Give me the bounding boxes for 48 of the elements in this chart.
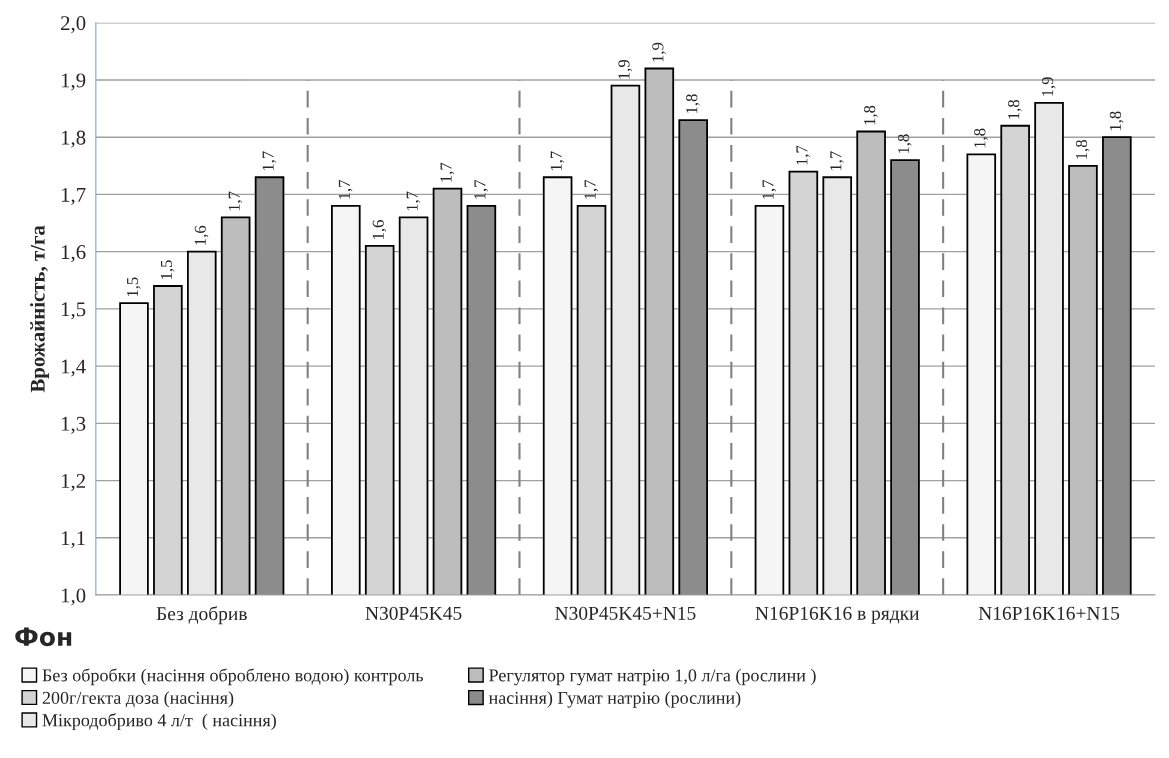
legend-label: Без обробки (насіння оброблено водою) контроль [42,668,424,686]
y-tick-label: 1,7 [61,187,86,205]
y-tick-label: 1,2 [61,474,85,491]
data-label: 1,8 [686,94,700,114]
data-label: 1,8 [864,105,878,125]
x-axis-title: Фон [15,627,72,647]
legend-label: 200г/гекта доза (насіння) [42,691,234,708]
data-label: 1,8 [974,128,988,148]
data-label: 1,5 [160,260,175,279]
data-label: 1,7 [474,179,488,199]
data-label: 1,6 [372,220,387,239]
data-label: 1,7 [406,191,421,211]
x-tick-label: N30P45K45 [365,606,462,620]
x-tick-label: N16P16K16 в рядки [755,606,920,624]
data-label: 1,9 [1042,77,1056,96]
y-tick-label: 1,8 [61,130,86,148]
y-tick-label: 1,5 [61,302,86,320]
y-axis-title: Врожайність, т/га [30,225,49,393]
y-tick-label: 1,1 [61,531,85,549]
data-label: 1,9 [652,42,666,62]
data-label: 1,7 [440,162,455,182]
x-tick-label: Без добрив [156,606,247,625]
data-label: 1,7 [762,179,777,199]
x-tick-label: N16P16K16+N15 [978,606,1120,620]
data-label: 1,5 [126,277,141,297]
data-label: 1,7 [830,151,844,171]
legend-label: Мікродобриво 4 л/т ( насіння) [42,713,276,731]
y-tick-label: 1,9 [61,73,86,91]
data-label: 1,7 [550,151,565,171]
data-label: 1,8 [1109,111,1124,131]
data-label: 1,7 [338,179,353,199]
data-label: 1,6 [194,225,209,245]
data-label: 1,7 [228,191,243,211]
y-tick-label: 1,3 [61,416,86,434]
x-tick-label: N30P45K45+N15 [555,606,696,620]
data-label: 1,8 [1008,100,1022,119]
data-label: 1,7 [796,145,810,165]
data-label: 1,9 [618,59,632,79]
y-tick-label: 1,0 [61,588,86,606]
y-tick-label: 2,0 [61,16,86,34]
data-label: 1,7 [584,179,599,199]
y-tick-label: 1,4 [61,359,86,377]
data-label: 1,8 [1075,140,1090,159]
y-tick-label: 1,6 [61,245,86,263]
legend-label: насіння) Гумат натрію (рослини) [488,691,741,708]
data-label: 1,8 [897,134,912,154]
legend-label: Регулятор гумат натрію 1,0 л/га (рослини ) [489,668,816,686]
data-label: 1,7 [262,151,277,171]
